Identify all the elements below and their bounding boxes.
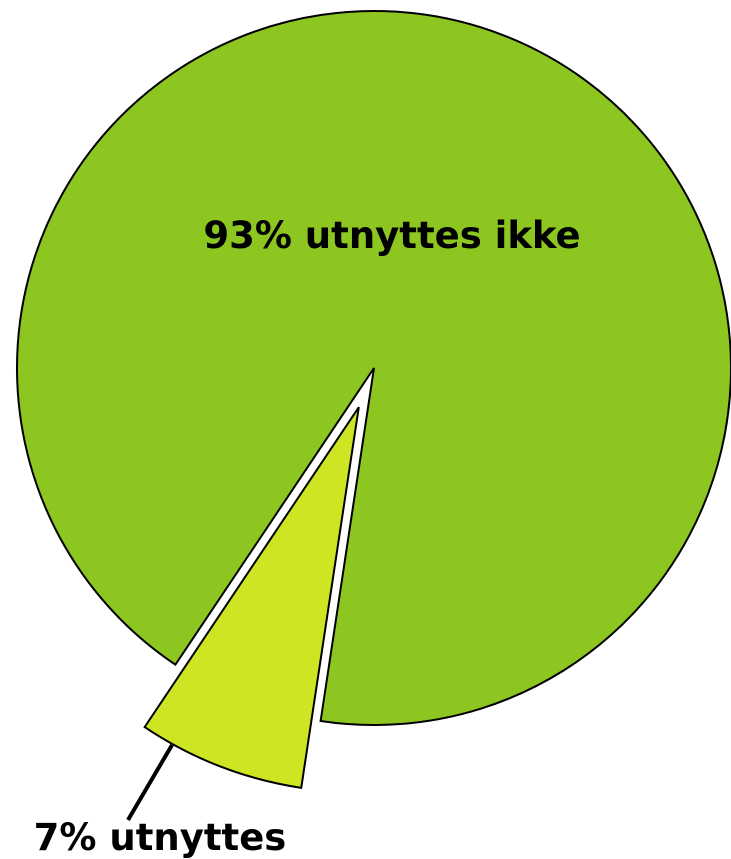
pie-slices <box>16 10 731 789</box>
leader-line-small-slice <box>126 743 174 822</box>
slice-small <box>143 406 360 789</box>
label-large-slice: 93% utnyttes ikke <box>203 214 580 257</box>
label-small-slice: 7% utnyttes <box>34 816 287 859</box>
slice-large <box>16 10 731 726</box>
